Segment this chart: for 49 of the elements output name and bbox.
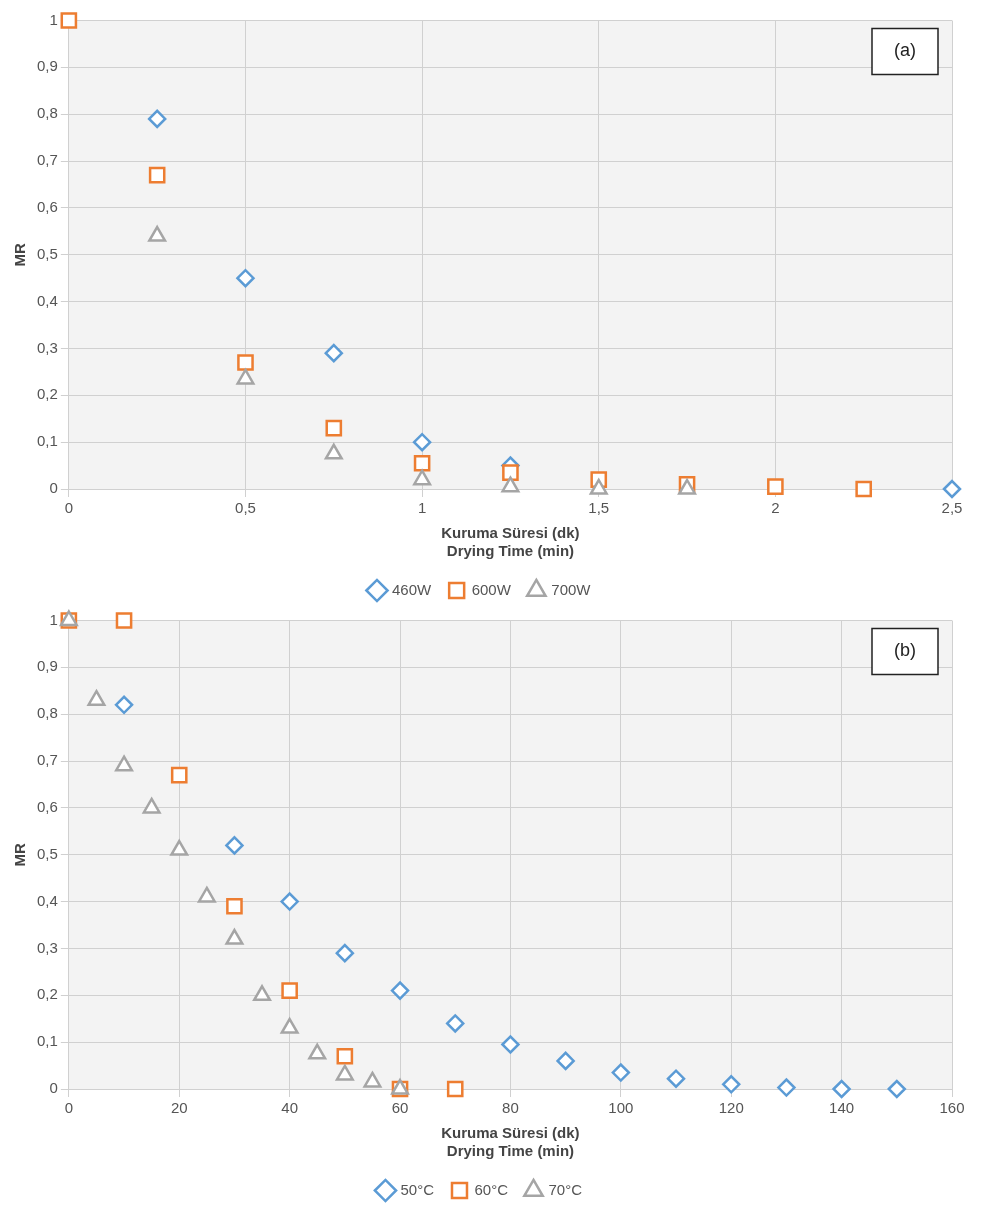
x-tick-label: 1,5 bbox=[588, 499, 610, 517]
x-tick-label: 2 bbox=[771, 499, 780, 517]
y-tick-label: 0,6 bbox=[36, 198, 58, 216]
x-tick-label: 100 bbox=[608, 1099, 634, 1117]
x-tick-label: 2,5 bbox=[941, 499, 963, 517]
y-tick-label: 0,2 bbox=[36, 985, 58, 1003]
x-tick-label: 60 bbox=[391, 1099, 409, 1117]
x-tick-label: 0 bbox=[64, 499, 74, 517]
x-tick-label: 80 bbox=[502, 1099, 519, 1117]
legend-label: 700W bbox=[551, 580, 592, 598]
x-tick-label: 160 bbox=[939, 1099, 965, 1117]
annotation: (a) bbox=[894, 40, 916, 61]
y-tick-label: 1 bbox=[49, 610, 58, 628]
y-tick-label: 0,3 bbox=[36, 938, 58, 956]
y-tick-label: 0,5 bbox=[36, 844, 58, 862]
y-tick-label: 0,7 bbox=[36, 751, 58, 769]
y-tick-label: 0,8 bbox=[36, 104, 58, 122]
legend-label: 50°C bbox=[400, 1180, 435, 1198]
x-tick-label: 0,5 bbox=[235, 499, 256, 517]
y-axis-title: MR bbox=[11, 842, 29, 867]
y-tick-label: 0,1 bbox=[36, 1032, 58, 1050]
y-tick-label: 0 bbox=[49, 479, 58, 497]
y-tick-label: 0,4 bbox=[36, 891, 58, 909]
x-tick-label: 20 bbox=[170, 1099, 188, 1117]
y-tick-label: 0,9 bbox=[36, 57, 58, 75]
y-tick-label: 0,7 bbox=[36, 151, 58, 169]
y-tick-label: 0 bbox=[49, 1079, 58, 1097]
y-axis-title: MR bbox=[11, 242, 29, 267]
y-tick-label: 0,9 bbox=[36, 657, 58, 675]
y-tick-label: 0,3 bbox=[36, 338, 58, 356]
x-axis-title: Kuruma Süresi (dk) Drying Time (min) bbox=[441, 524, 580, 560]
y-tick-label: 0,1 bbox=[36, 432, 58, 450]
x-tick-label: 0 bbox=[64, 1099, 74, 1117]
y-tick-label: 0,8 bbox=[36, 704, 58, 722]
y-tick-label: 0,4 bbox=[36, 291, 58, 309]
annotation: (b) bbox=[894, 640, 916, 661]
x-tick-label: 1 bbox=[417, 499, 427, 517]
legend-label: 460W bbox=[391, 580, 432, 598]
legend-label: 60°C bbox=[474, 1180, 509, 1198]
y-tick-label: 0,5 bbox=[36, 244, 58, 262]
legend-label: 70°C bbox=[548, 1180, 583, 1198]
x-axis-title: Kuruma Süresi (dk) Drying Time (min) bbox=[441, 1124, 580, 1160]
y-tick-label: 0,2 bbox=[36, 385, 58, 403]
x-tick-label: 120 bbox=[718, 1099, 744, 1117]
x-tick-label: 140 bbox=[829, 1099, 855, 1117]
x-tick-label: 40 bbox=[281, 1099, 298, 1117]
y-tick-label: 0,6 bbox=[36, 798, 58, 816]
legend-label: 600W bbox=[471, 580, 512, 598]
y-tick-label: 1 bbox=[49, 10, 58, 28]
